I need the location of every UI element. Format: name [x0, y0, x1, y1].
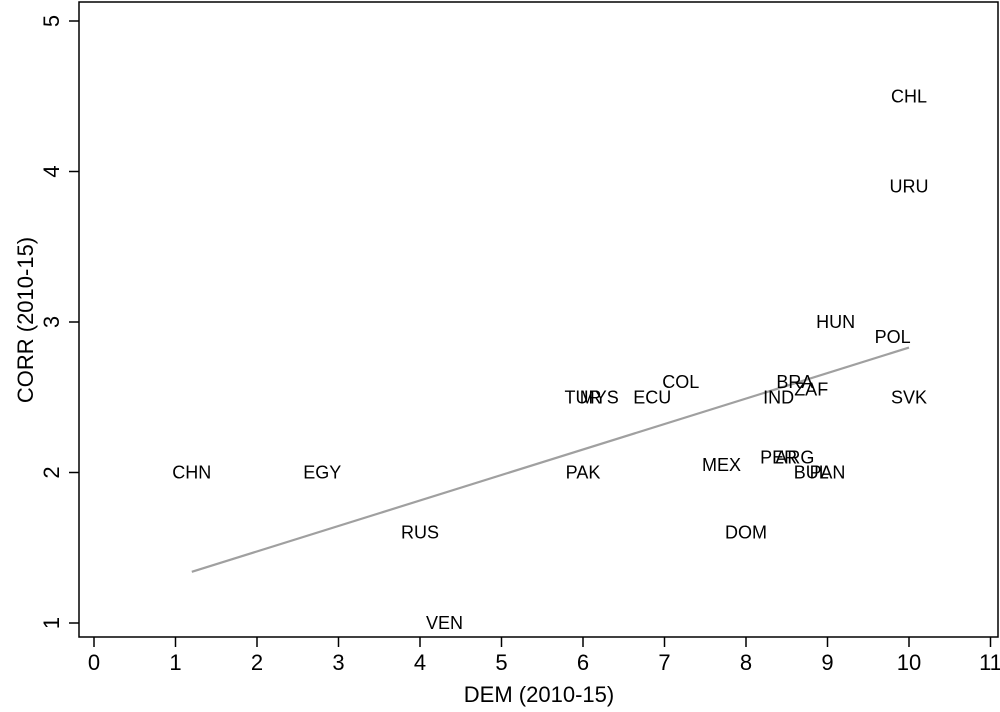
x-tick-label: 7 [658, 650, 670, 675]
y-tick-label: 5 [39, 15, 64, 27]
x-tick-label: 3 [332, 650, 344, 675]
x-axis-title: DEM (2010-15) [464, 682, 614, 707]
x-tick-label: 10 [897, 650, 921, 675]
point-label-rus: RUS [401, 523, 439, 543]
point-label-chl: CHL [891, 86, 927, 106]
y-axis-title: CORR (2010-15) [13, 237, 38, 403]
point-label-uru: URU [890, 177, 929, 197]
y-tick-label: 1 [39, 617, 64, 629]
point-label-hun: HUN [816, 312, 855, 332]
point-label-bul: BUL [794, 463, 829, 483]
point-label-pol: POL [875, 327, 911, 347]
point-label-zaf: ZAF [794, 380, 828, 400]
point-label-svk: SVK [891, 387, 927, 407]
point-label-egy: EGY [303, 463, 341, 483]
x-tick-label: 9 [821, 650, 833, 675]
y-tick-label: 4 [39, 165, 64, 177]
x-tick-label: 11 [979, 650, 1000, 675]
x-tick-label: 0 [88, 650, 100, 675]
x-tick-label: 6 [577, 650, 589, 675]
point-label-chn: CHN [172, 463, 211, 483]
x-tick-label: 5 [495, 650, 507, 675]
x-tick-label: 2 [251, 650, 263, 675]
point-label-ven: VEN [426, 613, 463, 633]
plot-frame [78, 1, 999, 638]
point-label-arg: ARG [775, 447, 814, 467]
point-label-pak: PAK [566, 463, 601, 483]
point-label-ecu: ECU [633, 387, 671, 407]
point-label-mys: MYS [580, 387, 619, 407]
y-tick-label: 2 [39, 466, 64, 478]
fit-line [191, 346, 910, 573]
point-label-tur: TUR [565, 387, 602, 407]
point-label-col: COL [662, 372, 699, 392]
x-tick-label: 8 [740, 650, 752, 675]
point-label-ind: IND [763, 387, 794, 407]
point-label-pan: PAN [810, 463, 846, 483]
fit-line-layer [191, 346, 910, 573]
point-label-per: PER [760, 447, 797, 467]
x-tick-label: 1 [169, 650, 181, 675]
point-label-dom: DOM [725, 523, 767, 543]
y-tick-label: 3 [39, 316, 64, 328]
point-label-bra: BRA [776, 372, 813, 392]
point-label-mex: MEX [702, 455, 741, 475]
x-tick-label: 4 [414, 650, 426, 675]
